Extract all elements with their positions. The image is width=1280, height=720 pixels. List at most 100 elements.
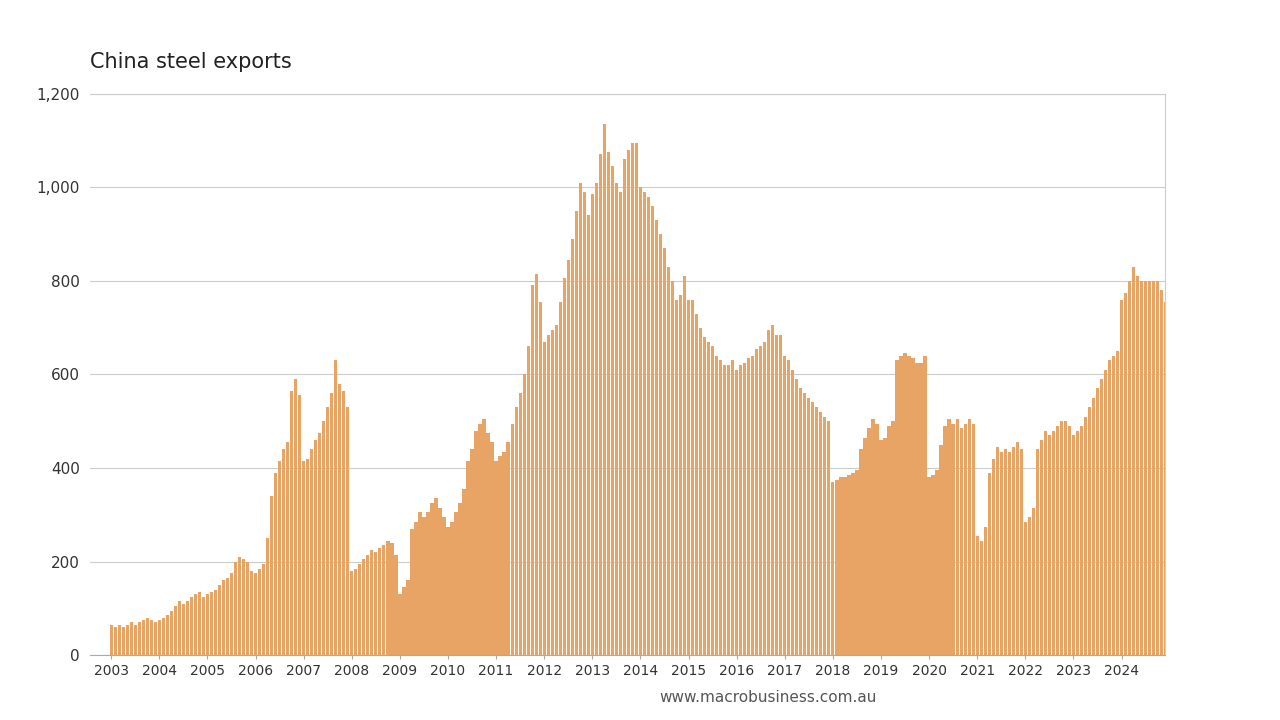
Bar: [366, 554, 370, 655]
Bar: [731, 360, 735, 655]
Bar: [996, 447, 998, 655]
Bar: [178, 601, 180, 655]
Bar: [270, 496, 273, 655]
Bar: [883, 438, 887, 655]
Bar: [558, 302, 562, 655]
Bar: [599, 154, 602, 655]
Bar: [182, 603, 186, 655]
Bar: [526, 346, 530, 655]
Bar: [246, 562, 250, 655]
Bar: [370, 550, 374, 655]
Bar: [992, 459, 995, 655]
Bar: [411, 528, 413, 655]
Bar: [193, 595, 197, 655]
Bar: [118, 625, 120, 655]
Bar: [836, 480, 838, 655]
Bar: [908, 356, 910, 655]
Bar: [543, 341, 545, 655]
Bar: [326, 407, 329, 655]
Bar: [1052, 431, 1055, 655]
Bar: [125, 625, 129, 655]
Bar: [827, 421, 831, 655]
Bar: [1068, 426, 1071, 655]
Bar: [868, 428, 870, 655]
Text: www.macrobusiness.com.au: www.macrobusiness.com.au: [659, 690, 877, 705]
Bar: [855, 470, 859, 655]
Bar: [936, 470, 938, 655]
Bar: [808, 397, 810, 655]
Bar: [787, 360, 790, 655]
Bar: [1020, 449, 1023, 655]
Bar: [1096, 389, 1100, 655]
Bar: [1060, 421, 1062, 655]
Bar: [503, 451, 506, 655]
Bar: [330, 393, 333, 655]
Bar: [530, 285, 534, 655]
Bar: [951, 423, 955, 655]
Bar: [643, 192, 646, 655]
Bar: [479, 423, 481, 655]
Bar: [294, 379, 297, 655]
Bar: [250, 571, 253, 655]
Bar: [1028, 517, 1030, 655]
Text: BUSINESS: BUSINESS: [1135, 79, 1213, 94]
Bar: [812, 402, 814, 655]
Bar: [1024, 522, 1027, 655]
Bar: [498, 456, 502, 655]
Bar: [1064, 421, 1068, 655]
Bar: [419, 513, 421, 655]
Bar: [571, 238, 573, 655]
Bar: [1075, 431, 1079, 655]
Bar: [947, 419, 951, 655]
Bar: [157, 620, 161, 655]
Bar: [146, 618, 148, 655]
Bar: [150, 620, 154, 655]
Bar: [422, 517, 425, 655]
Bar: [1032, 508, 1036, 655]
Bar: [535, 274, 538, 655]
Bar: [1103, 370, 1107, 655]
Bar: [1015, 442, 1019, 655]
Bar: [1167, 313, 1171, 655]
Bar: [646, 197, 650, 655]
Bar: [1092, 397, 1096, 655]
Bar: [310, 449, 314, 655]
Bar: [678, 295, 682, 655]
Bar: [879, 440, 883, 655]
Bar: [230, 573, 233, 655]
Bar: [563, 279, 566, 655]
Bar: [1144, 281, 1147, 655]
Bar: [282, 449, 285, 655]
Bar: [306, 459, 310, 655]
Bar: [443, 517, 445, 655]
Bar: [1120, 300, 1123, 655]
Bar: [975, 536, 979, 655]
Bar: [1176, 279, 1179, 655]
Bar: [983, 526, 987, 655]
Bar: [891, 421, 895, 655]
Bar: [582, 192, 586, 655]
Bar: [202, 597, 205, 655]
Bar: [919, 363, 923, 655]
Bar: [699, 328, 703, 655]
Bar: [691, 300, 694, 655]
Bar: [170, 611, 173, 655]
Bar: [539, 302, 541, 655]
Bar: [590, 194, 594, 655]
Bar: [767, 330, 771, 655]
Bar: [466, 461, 470, 655]
Bar: [346, 407, 349, 655]
Bar: [659, 234, 662, 655]
Bar: [1164, 302, 1167, 655]
Bar: [595, 182, 598, 655]
Bar: [703, 337, 707, 655]
Bar: [823, 416, 827, 655]
Bar: [378, 547, 381, 655]
Bar: [122, 627, 125, 655]
Bar: [1043, 431, 1047, 655]
Bar: [759, 346, 763, 655]
Bar: [872, 419, 874, 655]
Bar: [214, 590, 218, 655]
Bar: [623, 159, 626, 655]
Bar: [955, 419, 959, 655]
